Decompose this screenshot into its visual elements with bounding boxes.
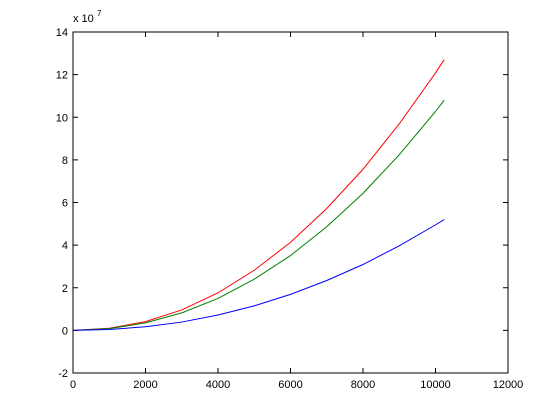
line-series (72, 59, 445, 331)
line-series (72, 99, 445, 331)
plot-area (72, 31, 509, 374)
y-tick-label: 0 (62, 325, 68, 337)
y-tick-label: 4 (62, 240, 68, 252)
x-tick-label: 0 (70, 379, 76, 391)
y-tick-label: 10 (56, 112, 68, 124)
x-tick-label: 2000 (133, 379, 157, 391)
y-tick-label: -2 (58, 368, 68, 380)
y-tick-label: 2 (62, 283, 68, 295)
x-tick-label: 8000 (351, 379, 375, 391)
y-multiplier-exponent: 7 (97, 9, 102, 18)
y-tick-label: 6 (62, 198, 68, 210)
y-tick-label: 8 (62, 155, 68, 167)
line-series (72, 219, 445, 331)
y-tick-label: 14 (56, 27, 68, 39)
x-tick-label: 6000 (278, 379, 302, 391)
x-tick-label: 4000 (206, 379, 230, 391)
y-multiplier-base: x 10 (73, 13, 94, 25)
x-tick-label: 10000 (420, 379, 451, 391)
x-tick-label: 12000 (493, 379, 524, 391)
y-tick-label: 12 (56, 70, 68, 82)
